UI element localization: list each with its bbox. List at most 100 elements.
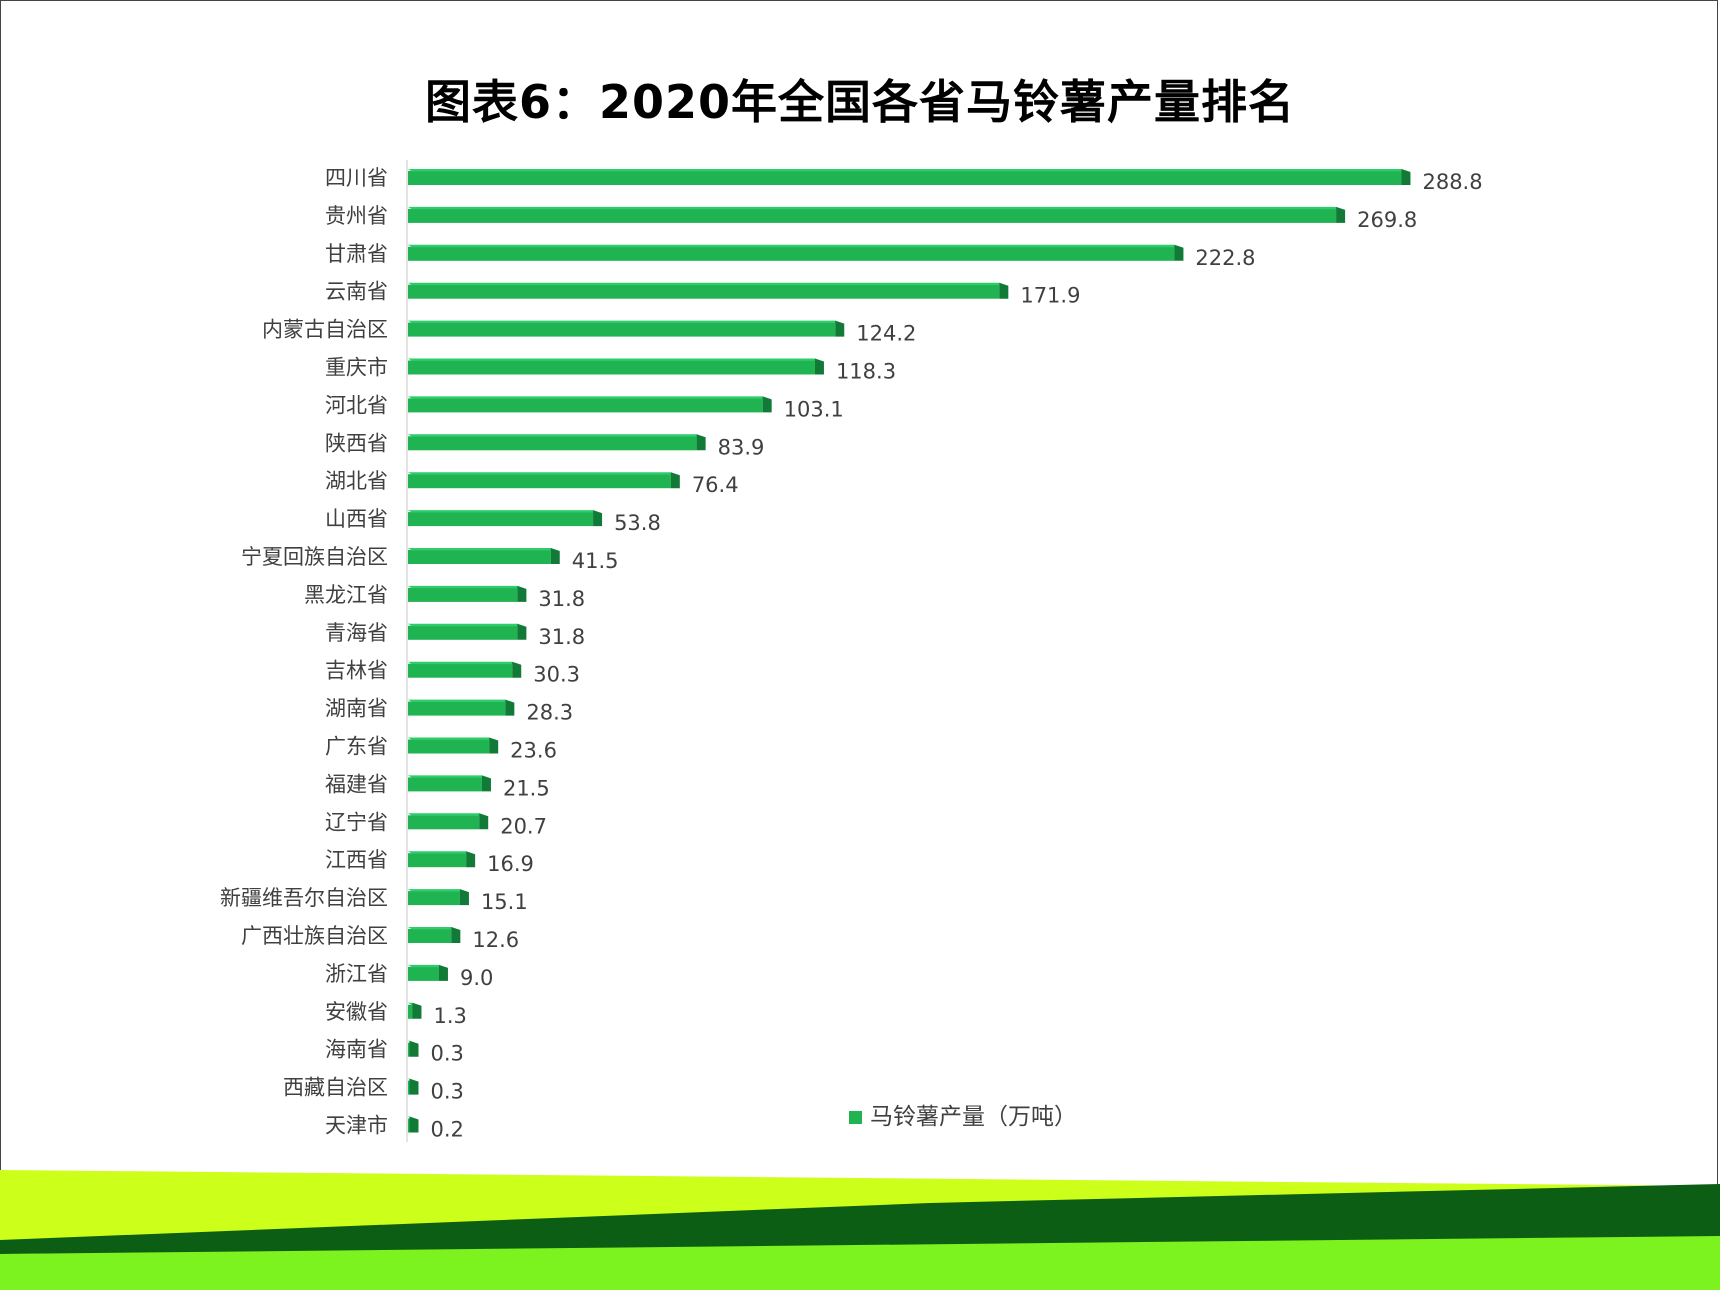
bar-top	[408, 169, 1406, 172]
bar-end	[479, 813, 489, 830]
legend: 马铃薯产量（万吨）	[849, 1104, 1077, 1130]
bar	[408, 891, 460, 906]
bar-end	[696, 434, 706, 451]
category-label: 浙江省	[325, 962, 388, 986]
bar	[408, 398, 763, 413]
legend-label: 马铃薯产量（万吨）	[870, 1104, 1077, 1130]
chart-title: 图表6：2020年全国各省马铃薯产量排名	[424, 75, 1296, 129]
bar-top	[408, 964, 443, 968]
bar-end	[593, 510, 603, 527]
bar-end	[409, 1116, 419, 1133]
category-label: 江西省	[325, 848, 388, 872]
bar-end	[550, 548, 560, 564]
bar-end	[489, 737, 499, 754]
bar	[408, 701, 506, 716]
bar	[408, 360, 815, 375]
legend-swatch	[849, 1111, 862, 1124]
category-label: 重庆市	[325, 356, 388, 380]
data-label: 12.6	[472, 928, 519, 952]
bar-end	[409, 1078, 419, 1095]
data-label: 0.2	[431, 1118, 464, 1142]
bar-end	[762, 396, 772, 413]
category-label: 福建省	[325, 772, 388, 796]
category-label: 宁夏回族自治区	[241, 545, 388, 569]
data-label: 28.3	[526, 701, 573, 725]
bar	[408, 246, 1175, 261]
bar-top	[408, 585, 522, 589]
data-label: 20.7	[500, 814, 547, 838]
bar-end	[412, 1002, 422, 1019]
bar	[408, 663, 513, 678]
bar-end	[517, 623, 527, 640]
bar-top	[408, 737, 494, 740]
bar	[408, 966, 439, 981]
data-label: 41.5	[572, 549, 619, 573]
data-label: 0.3	[431, 1080, 464, 1104]
data-label: 31.8	[538, 625, 585, 649]
bar	[408, 284, 1000, 299]
bar-top	[408, 320, 840, 323]
data-label: 31.8	[538, 587, 585, 611]
category-label: 黑龙江省	[304, 583, 388, 607]
data-label: 15.1	[481, 890, 528, 914]
bar-top	[408, 472, 675, 475]
category-label: 贵州省	[325, 204, 388, 228]
data-label: 83.9	[718, 435, 765, 459]
bar-end	[512, 661, 522, 678]
bar-top	[408, 434, 701, 437]
bar-top	[408, 206, 1341, 210]
bar-end	[670, 472, 680, 489]
bar-series: 四川省 288.8 贵州省 269.8 甘肃省 222.8 云南省 171.9 内蒙古自治区 12…	[220, 166, 1483, 1142]
data-label: 1.3	[433, 1004, 466, 1028]
bar	[408, 853, 467, 868]
bar	[408, 322, 836, 337]
bar-end	[999, 282, 1009, 299]
category-label: 云南省	[325, 280, 388, 304]
bar-end	[466, 851, 476, 868]
bar	[408, 1118, 410, 1133]
bar	[408, 512, 594, 527]
bar-end	[814, 358, 824, 375]
category-label: 湖北省	[325, 469, 388, 493]
category-label: 四川省	[325, 166, 388, 190]
bar-top	[408, 282, 1004, 286]
bar-end	[481, 775, 491, 792]
bar-top	[408, 927, 456, 930]
bar-end	[451, 927, 461, 943]
category-label: 安徽省	[325, 1000, 388, 1024]
bar-top	[408, 889, 464, 892]
bar-end	[835, 320, 845, 337]
bar-top	[408, 358, 819, 361]
data-label: 269.8	[1357, 208, 1417, 232]
data-label: 0.3	[431, 1042, 464, 1066]
bar-end	[1401, 169, 1411, 185]
bar-top	[408, 510, 598, 513]
data-label: 9.0	[460, 966, 493, 990]
category-label: 广西壮族自治区	[241, 924, 388, 948]
data-label: 76.4	[692, 473, 739, 497]
footer-dark-green-band	[0, 1184, 1720, 1254]
bar	[408, 587, 518, 602]
bar-end	[1174, 244, 1184, 261]
data-label: 171.9	[1020, 284, 1080, 308]
category-label: 内蒙古自治区	[262, 318, 388, 342]
data-label: 288.8	[1422, 170, 1482, 194]
bar-end	[505, 699, 515, 716]
data-label: 53.8	[614, 511, 661, 535]
bar-top	[408, 813, 484, 816]
category-label: 海南省	[325, 1038, 388, 1062]
bar	[408, 1042, 410, 1057]
data-label: 103.1	[784, 397, 844, 421]
category-label: 山西省	[325, 507, 388, 531]
category-label: 广东省	[325, 735, 388, 759]
category-label: 天津市	[325, 1114, 388, 1138]
bar	[408, 474, 671, 489]
bar	[408, 1004, 413, 1019]
bar	[408, 815, 480, 830]
data-label: 30.3	[533, 663, 580, 687]
bar-end	[459, 889, 469, 906]
bar-end	[1336, 206, 1346, 223]
bar	[408, 436, 697, 451]
footer-decoration	[0, 1170, 1720, 1290]
